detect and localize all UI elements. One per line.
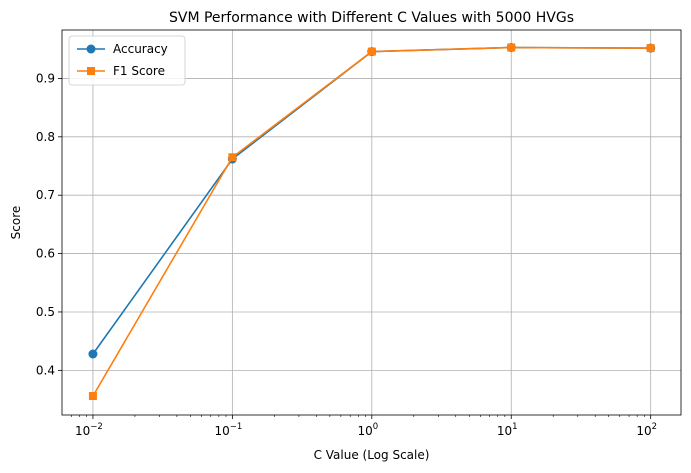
y-tick-label: 0.4 bbox=[36, 363, 55, 377]
point-f1-score bbox=[367, 47, 376, 56]
y-tick-label: 0.5 bbox=[36, 305, 55, 319]
x-tick-label: 101 bbox=[497, 422, 518, 438]
chart-title: SVM Performance with Different C Values … bbox=[169, 10, 574, 26]
x-tick-label: 100 bbox=[357, 422, 378, 438]
legend-label-accuracy: Accuracy bbox=[113, 42, 168, 56]
y-axis-label: Score bbox=[9, 206, 23, 240]
x-tick-label: 10−2 bbox=[75, 422, 103, 438]
legend-marker-accuracy bbox=[86, 44, 96, 54]
legend: Accuracy F1 Score bbox=[68, 35, 186, 86]
y-tick-label: 0.8 bbox=[36, 130, 55, 144]
legend-label-f1-score: F1 Score bbox=[113, 64, 165, 78]
ticks: 10−2 10−1 100 101 102 0.4 0.5 0.6 0.7 0.8 0.9 bbox=[36, 71, 657, 438]
y-tick-label: 0.9 bbox=[36, 71, 55, 85]
grid bbox=[62, 30, 681, 415]
x-axis-label: C Value (Log Scale) bbox=[314, 448, 430, 462]
point-accuracy bbox=[88, 349, 98, 359]
legend-marker-f1-score bbox=[87, 67, 95, 75]
point-f1-score bbox=[88, 392, 97, 401]
x-tick-label: 102 bbox=[636, 422, 657, 438]
point-f1-score bbox=[228, 153, 237, 162]
point-f1-score bbox=[507, 43, 516, 52]
y-tick-label: 0.6 bbox=[36, 247, 55, 261]
x-tick-label: 10−1 bbox=[214, 422, 242, 438]
point-f1-score bbox=[646, 44, 655, 53]
y-tick-label: 0.7 bbox=[36, 188, 55, 202]
series-layer bbox=[88, 43, 656, 401]
